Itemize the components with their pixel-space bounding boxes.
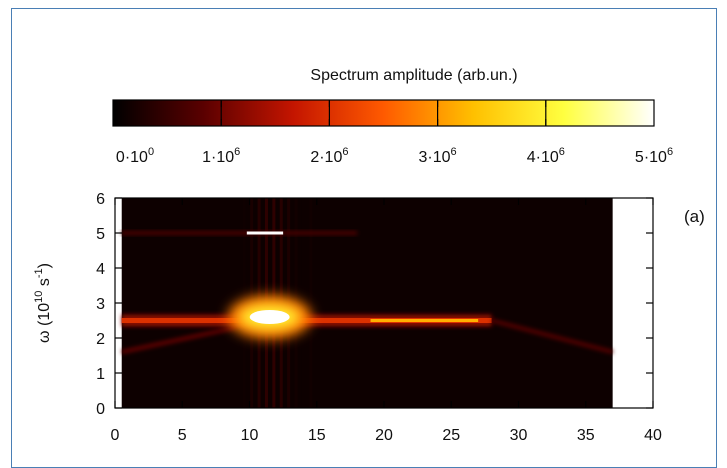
colorbar-tick-label: 3·106 — [419, 146, 457, 166]
second-harmonic — [121, 231, 358, 235]
x-tick-label: 20 — [375, 427, 393, 444]
y-tick-label: 2 — [96, 331, 105, 348]
y-tick-label: 4 — [96, 261, 105, 278]
hot-spot-core — [249, 310, 290, 324]
x-tick-label: 15 — [308, 427, 326, 444]
colorbar-tick-label: 2·106 — [310, 146, 348, 166]
x-tick-label: 30 — [510, 427, 528, 444]
x-tick-label: 5 — [178, 427, 187, 444]
y-tick-label: 3 — [96, 296, 105, 313]
y-tick-label: 5 — [96, 226, 105, 243]
colorbar — [112, 99, 655, 127]
colorbar-ticks — [220, 100, 547, 126]
heatmap-background — [121, 198, 613, 408]
main-band-core — [370, 319, 479, 322]
colorbar-tick-label: 4·106 — [527, 146, 565, 166]
colorbar-title: Spectrum amplitude (arb.un.) — [310, 67, 517, 84]
y-axis-label: ω (1010 s-1) — [33, 263, 53, 343]
x-tick-label: 25 — [442, 427, 460, 444]
panel-label: (a) — [684, 207, 705, 226]
x-tick-label: 0 — [111, 427, 120, 444]
y-tick-label: 6 — [96, 191, 105, 208]
vertical-streak — [301, 198, 305, 408]
colorbar-tick-label: 1·106 — [202, 146, 240, 166]
colorbar-tick-labels: 0·100 1·106 2·106 3·106 4·106 5·106 — [116, 146, 673, 166]
x-tick-label: 10 — [241, 427, 259, 444]
heatmap-figure: Spectrum amplitude (arb.un.) 0·100 1·106 2… — [33, 67, 705, 444]
y-tick-label: 1 — [96, 366, 105, 383]
y-tick-label: 0 — [96, 401, 105, 418]
lower-branch — [121, 325, 237, 354]
x-tick-label: 40 — [644, 427, 662, 444]
x-axis-ticks: 0 5 10 15 20 25 30 35 40 — [111, 198, 662, 444]
x-tick-label: 35 — [577, 427, 595, 444]
second-harmonic-peak — [246, 231, 284, 235]
colorbar-tick-label: 5·106 — [635, 146, 673, 166]
y-axis-ticks: 0 1 2 3 4 5 6 — [96, 191, 653, 418]
descending-tail — [491, 318, 614, 354]
colorbar-tick-label: 0·100 — [116, 146, 154, 166]
heatmap-data — [121, 198, 614, 408]
vertical-streak — [309, 198, 313, 408]
